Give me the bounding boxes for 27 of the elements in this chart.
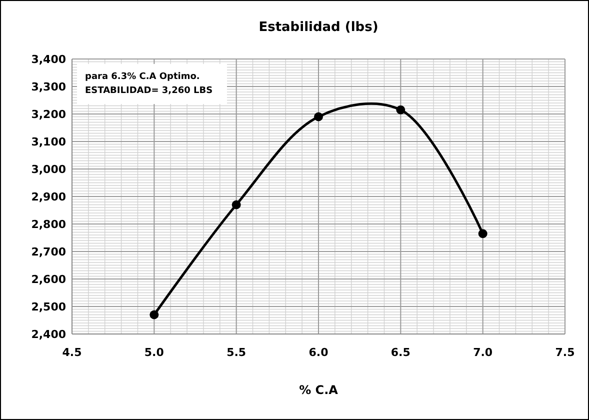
y-tick-label: 3,000 (31, 162, 66, 176)
y-tick-label: 2,400 (31, 328, 66, 341)
point (150, 310, 159, 320)
x-axis-title: % C.A (299, 383, 339, 397)
x-tick-label: 7.5 (555, 346, 575, 359)
y-tick-label: 2,800 (31, 218, 66, 231)
x-tick-label: 6.5 (390, 346, 410, 359)
y-tick-label: 3,300 (31, 80, 66, 94)
point (232, 200, 241, 210)
annotation: para 6.3% C.A Optimo. (85, 72, 200, 82)
point (396, 105, 406, 114)
x-tick-label: 7.0 (473, 346, 493, 359)
y-tick-label: 3,400 (31, 52, 66, 66)
y-tick-label: 2,900 (31, 190, 66, 204)
y-tick-label: 3,100 (31, 135, 66, 148)
x-tick-label: 5.0 (144, 346, 164, 359)
point (478, 229, 488, 238)
y-tick-label: 2,500 (31, 300, 66, 314)
y-tick-label: 3,200 (31, 108, 66, 121)
annotation: ESTABILIDAD= 3,260 LBS (85, 86, 213, 96)
point (314, 112, 323, 122)
x-tick-label: 4.5 (62, 346, 82, 359)
x-tick-label: 6.0 (308, 346, 329, 359)
y-tick-label: 2,700 (31, 245, 66, 258)
y-tick-label: 2,600 (31, 272, 66, 286)
chart-title: Estabilidad (lbs) (258, 20, 378, 35)
x-tick-label: 5.5 (226, 346, 246, 359)
